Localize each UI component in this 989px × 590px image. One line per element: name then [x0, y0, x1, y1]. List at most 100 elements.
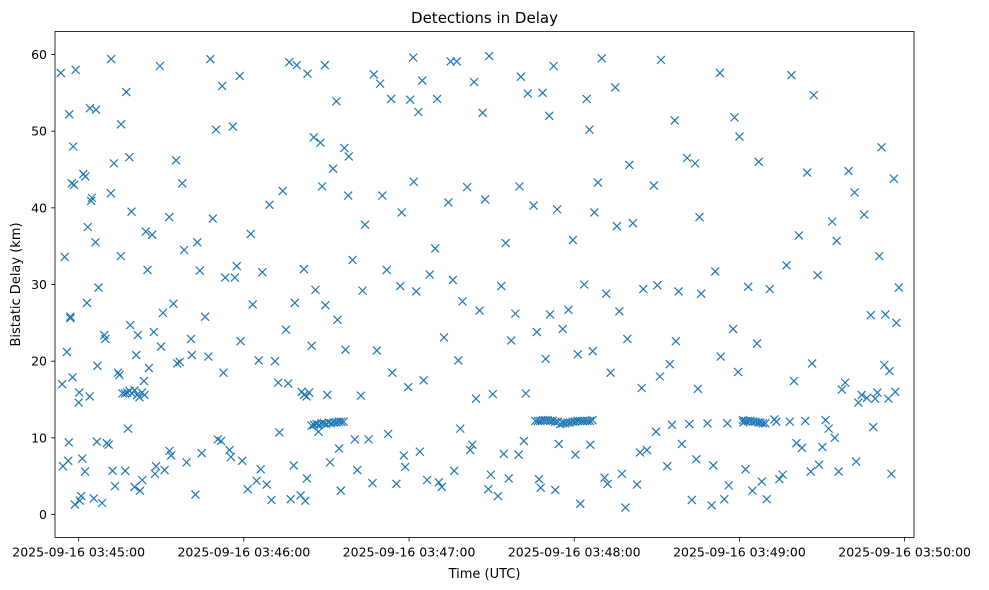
data-point — [432, 94, 442, 104]
data-point — [883, 394, 893, 404]
data-point — [570, 450, 580, 460]
data-point — [696, 289, 706, 299]
data-point — [552, 204, 562, 214]
data-point — [614, 306, 624, 316]
data-point — [677, 439, 687, 449]
data-point — [656, 55, 666, 65]
data-point — [120, 466, 130, 476]
data-point — [405, 95, 415, 105]
data-point — [205, 54, 215, 64]
data-point — [358, 286, 367, 296]
data-point — [106, 54, 116, 64]
data-point — [794, 231, 804, 240]
data-point — [862, 393, 872, 403]
data-point — [665, 359, 675, 369]
data-point — [226, 452, 236, 462]
data-point — [514, 450, 524, 460]
data-point — [292, 60, 302, 70]
data-point — [752, 339, 762, 348]
data-point — [56, 68, 66, 78]
data-point — [558, 324, 568, 334]
data-point — [302, 392, 312, 401]
data-point — [304, 388, 314, 398]
data-point — [225, 445, 234, 455]
data-point — [144, 363, 154, 373]
data-point — [300, 496, 310, 506]
data-point — [889, 174, 899, 184]
data-point — [719, 494, 729, 504]
data-point — [120, 388, 130, 398]
data-point — [758, 418, 768, 428]
data-point — [172, 359, 182, 368]
data-point — [158, 308, 168, 318]
data-point — [130, 385, 139, 395]
data-point — [817, 442, 827, 452]
data-point — [453, 355, 463, 365]
data-point — [488, 389, 498, 399]
data-point — [809, 90, 819, 100]
data-point — [348, 255, 358, 265]
data-point — [628, 218, 638, 228]
data-point — [89, 493, 99, 503]
data-point — [377, 191, 387, 200]
data-point — [155, 61, 165, 71]
data-point — [243, 484, 253, 494]
data-point — [550, 417, 560, 427]
data-point — [582, 94, 592, 104]
data-point — [307, 421, 317, 430]
data-point — [140, 390, 149, 400]
data-point — [382, 265, 392, 275]
data-point — [69, 180, 79, 190]
data-point — [211, 125, 221, 135]
data-point — [317, 181, 327, 191]
data-point — [278, 186, 288, 196]
data-point — [248, 300, 258, 309]
data-point — [564, 305, 573, 315]
data-point — [617, 469, 627, 479]
data-point — [715, 68, 725, 78]
data-point — [106, 188, 116, 198]
data-point — [638, 284, 648, 294]
data-point — [757, 477, 767, 486]
data-point — [177, 178, 187, 188]
data-point — [806, 467, 816, 476]
data-point — [814, 460, 824, 470]
data-point — [782, 260, 791, 270]
data-point — [92, 361, 102, 371]
data-point — [141, 227, 151, 237]
data-point — [462, 182, 472, 192]
data-point — [290, 298, 300, 308]
data-point — [99, 330, 109, 340]
data-point — [110, 481, 120, 491]
data-point — [369, 70, 379, 79]
data-point — [83, 222, 93, 232]
data-point — [60, 252, 70, 262]
data-point — [891, 318, 901, 328]
data-point — [286, 494, 296, 504]
data-point — [311, 285, 320, 295]
data-point — [510, 309, 520, 319]
data-point — [74, 388, 84, 398]
data-point — [62, 347, 72, 357]
data-point — [593, 178, 603, 187]
data-point — [585, 440, 595, 450]
data-point — [824, 424, 834, 434]
data-point — [589, 208, 599, 217]
data-point — [813, 270, 823, 280]
data-point — [483, 484, 493, 494]
data-point — [523, 89, 533, 99]
data-point — [192, 237, 202, 247]
data-point — [115, 370, 124, 380]
data-point — [281, 325, 291, 335]
y-tick-label: 0 — [39, 507, 47, 522]
data-point — [386, 94, 396, 104]
data-point — [147, 230, 157, 240]
data-point — [455, 424, 465, 434]
data-point — [208, 214, 218, 223]
data-point — [309, 132, 319, 142]
data-point — [579, 280, 589, 289]
data-point — [108, 466, 117, 476]
data-point — [339, 143, 349, 153]
data-point — [97, 498, 107, 508]
data-point — [880, 309, 890, 319]
